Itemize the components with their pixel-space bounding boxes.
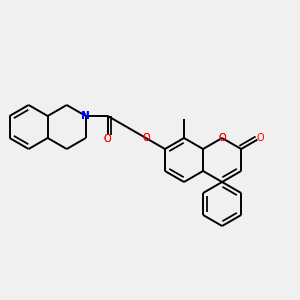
Text: N: N [81,111,90,121]
Text: O: O [104,134,112,144]
Text: O: O [218,133,226,143]
Text: O: O [218,133,226,143]
Text: O: O [256,133,264,143]
Text: N: N [81,111,90,121]
Text: O: O [142,133,150,143]
Text: O: O [142,133,150,143]
Text: O: O [104,134,112,144]
